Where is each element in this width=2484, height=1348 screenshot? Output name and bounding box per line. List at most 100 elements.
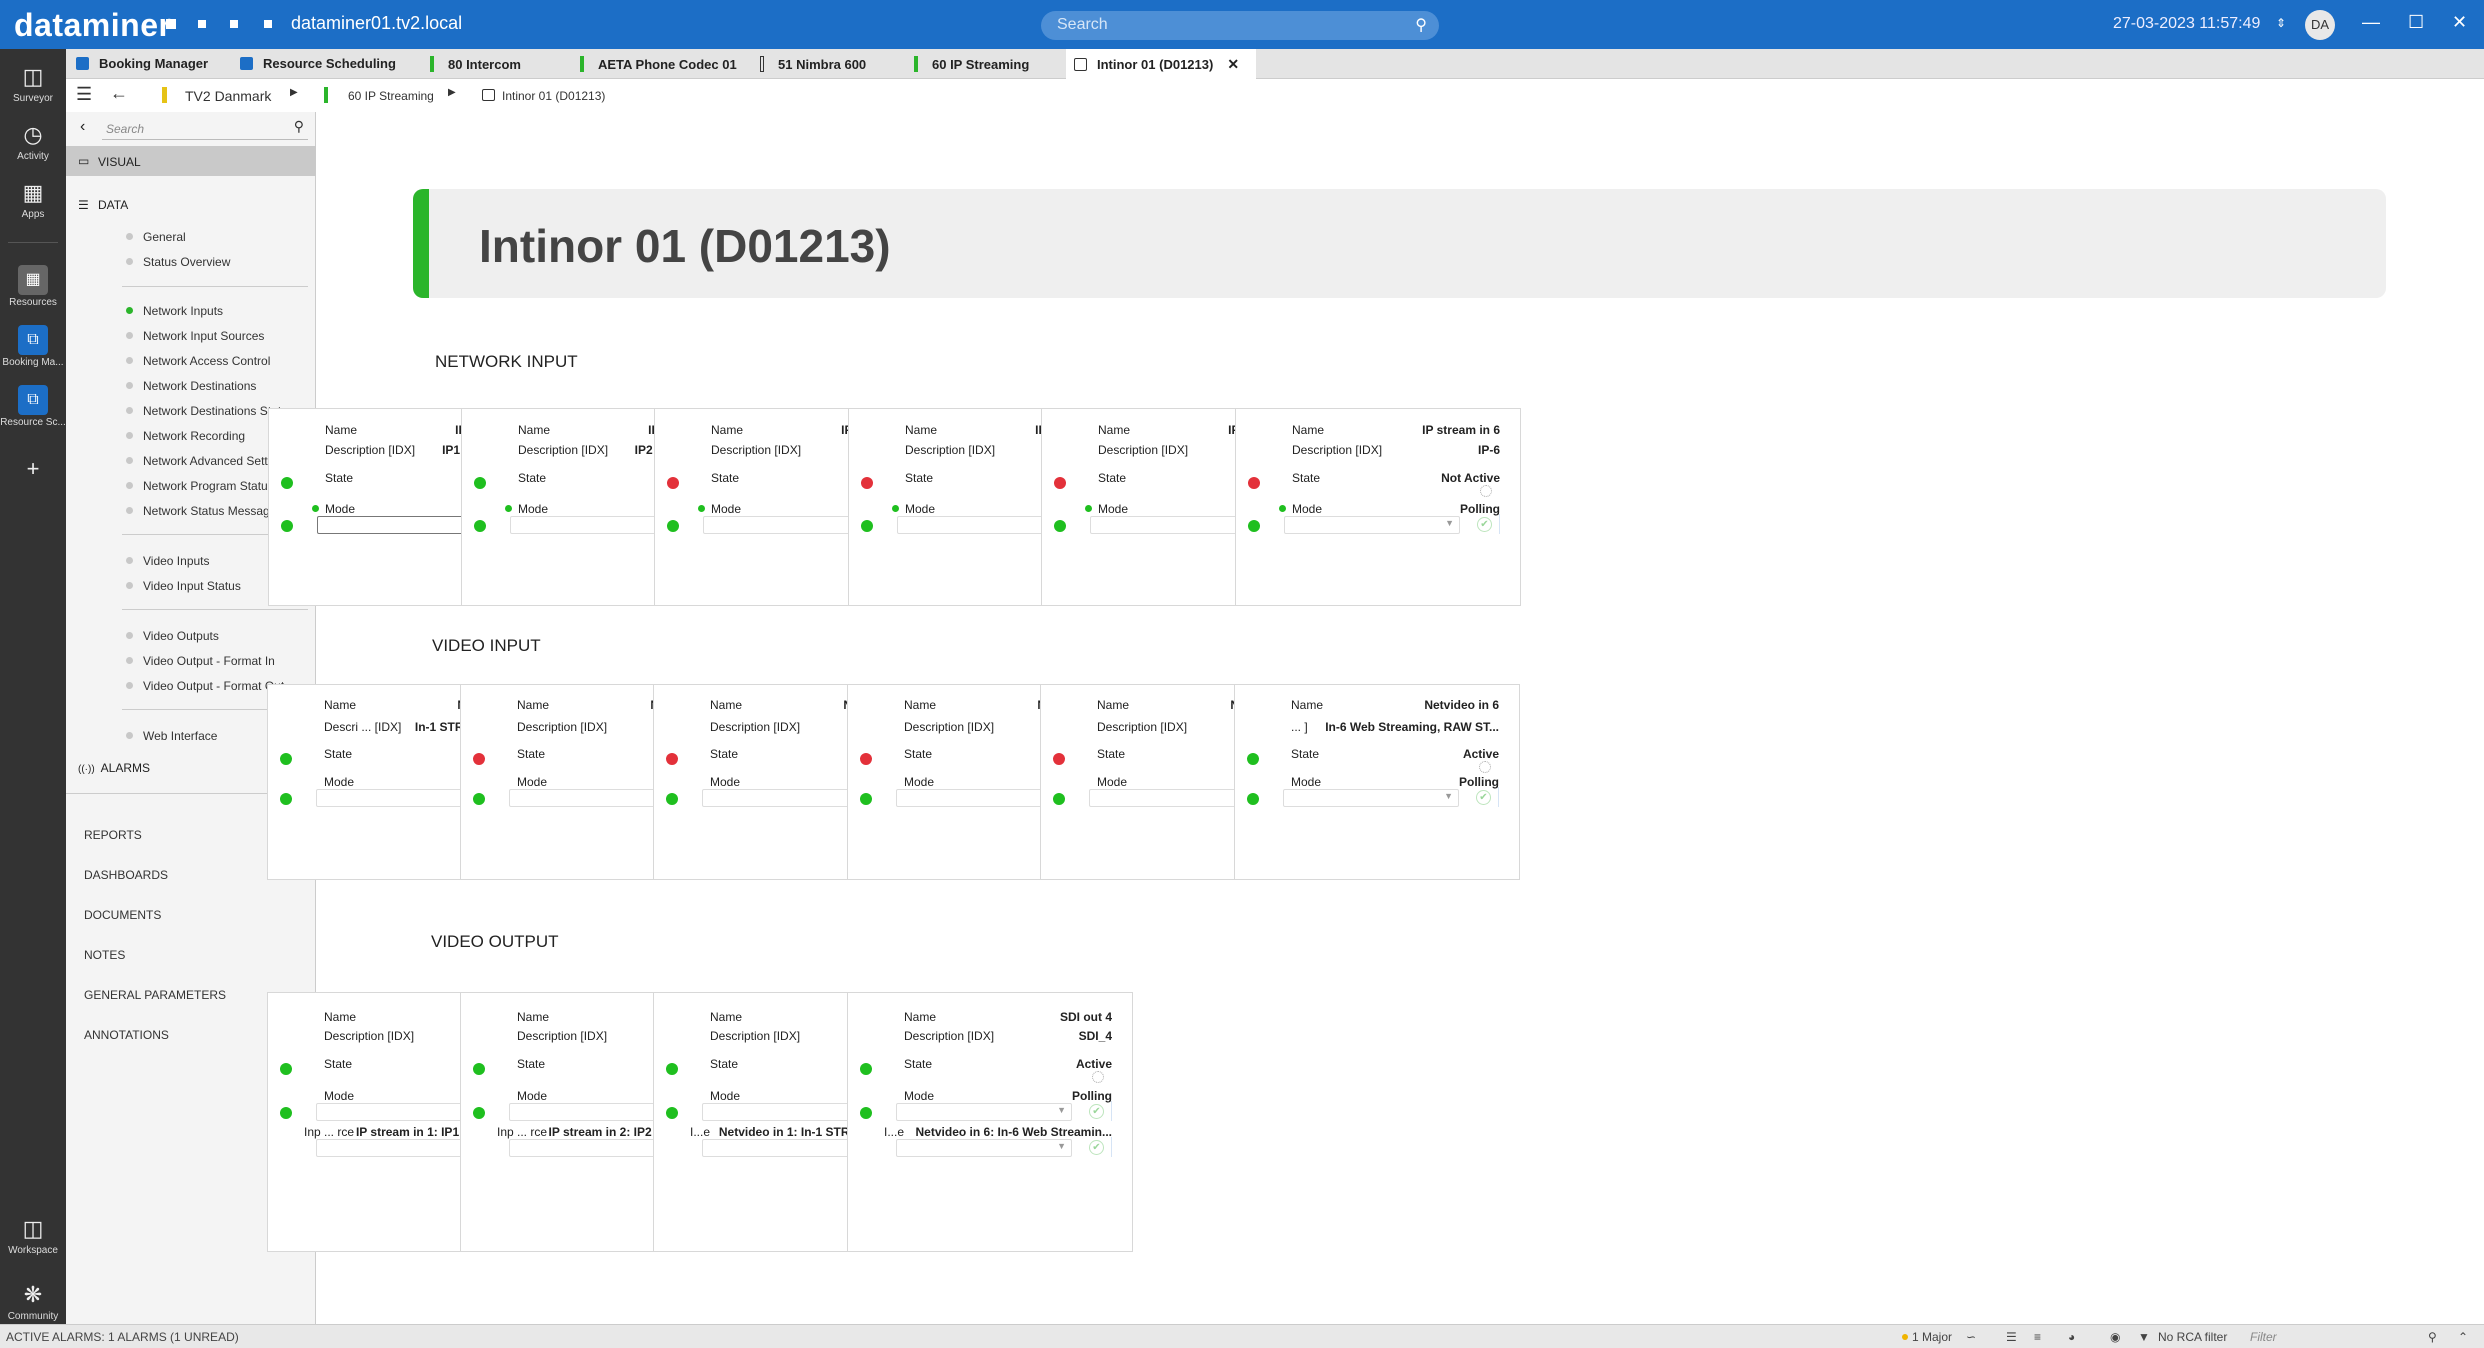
status-dot xyxy=(126,432,133,439)
clock-dropdown-icon[interactable]: ⇕ xyxy=(2276,16,2287,30)
nav-visual[interactable]: ▭ VISUAL xyxy=(66,146,316,176)
minimize-icon[interactable]: — xyxy=(2362,12,2380,32)
nav-notes[interactable]: NOTES xyxy=(84,948,125,962)
mode-indicator-dot xyxy=(666,793,678,805)
nav-item-status-overview[interactable]: Status Overview xyxy=(126,255,230,269)
global-search-input[interactable]: Search ⚲ xyxy=(1041,11,1439,40)
nav-item-network-input-sources[interactable]: Network Input Sources xyxy=(126,329,264,343)
nav-annotations[interactable]: ANNOTATIONS xyxy=(84,1028,169,1042)
rail-activity[interactable]: ◷ Activity xyxy=(0,121,66,162)
nav-documents[interactable]: DOCUMENTS xyxy=(84,908,161,922)
alarm-filter-input[interactable]: Filter xyxy=(2250,1330,2277,1344)
nav-item-video-input-status[interactable]: Video Input Status xyxy=(126,579,241,593)
back-arrow-icon[interactable]: ← xyxy=(110,83,128,103)
nav-item-network-recording[interactable]: Network Recording xyxy=(126,429,245,443)
rail-resource-scheduling[interactable]: ⧉ Resource Sc... xyxy=(0,385,66,428)
rail-resources[interactable]: ▦ Resources xyxy=(0,265,66,308)
nav-item-video-outputs[interactable]: Video Outputs xyxy=(126,629,219,643)
community-icon: ❋ xyxy=(23,1282,43,1307)
apply-check-icon[interactable]: ✔ xyxy=(1477,517,1492,532)
rail-community[interactable]: ❋ Community xyxy=(0,1281,66,1322)
sort-icon[interactable]: ≡ xyxy=(2034,1330,2042,1344)
nav-item-network-inputs[interactable]: Network Inputs xyxy=(126,304,223,318)
rail-add[interactable]: + xyxy=(0,455,66,485)
mode-dropdown[interactable]: ▼ xyxy=(896,1103,1072,1121)
user-avatar[interactable]: DA xyxy=(2305,10,2335,40)
name-label: Name xyxy=(517,1010,550,1024)
quick-access-icon[interactable] xyxy=(264,20,272,28)
search-icon[interactable]: ⚲ xyxy=(293,118,304,134)
major-alarm-count[interactable]: 1 Major xyxy=(1912,1330,1953,1344)
state-label: State xyxy=(710,1057,739,1071)
apply-check-icon[interactable]: ✔ xyxy=(1089,1140,1104,1155)
close-window-icon[interactable]: ✕ xyxy=(2452,12,2468,32)
maximize-icon[interactable]: ☐ xyxy=(2408,12,2425,32)
rail-apps[interactable]: ▦ Apps xyxy=(0,179,66,220)
apply-check-icon[interactable]: ✔ xyxy=(1476,790,1491,805)
description-label: Description [IDX] xyxy=(710,720,801,734)
list-icon[interactable]: ☰ xyxy=(2006,1330,2017,1344)
rca-filter-label[interactable]: No RCA filter xyxy=(2158,1330,2228,1344)
breadcrumb-root[interactable]: TV2 Danmark xyxy=(185,88,272,104)
quick-access-icon[interactable] xyxy=(166,19,176,29)
collapse-left-icon[interactable]: ‹ xyxy=(80,118,86,135)
quick-access-icon[interactable] xyxy=(198,20,206,28)
status-dot xyxy=(126,632,133,639)
rail-surveyor[interactable]: ◫ Surveyor xyxy=(0,63,66,104)
tab-51-nimbra[interactable]: 51 Nimbra 600 xyxy=(760,49,910,79)
mode-indicator-dot xyxy=(1053,793,1065,805)
nav-alarms[interactable]: ((·)) ALARMS xyxy=(66,761,150,775)
tab-60-ip-streaming[interactable]: 60 IP Streaming xyxy=(914,49,1124,79)
nav-item-video-output-format-out[interactable]: Video Output - Format Out xyxy=(126,679,284,693)
nav-reports[interactable]: REPORTS xyxy=(84,828,142,842)
rail-booking-manager[interactable]: ⧉ Booking Ma... xyxy=(0,325,66,368)
nav-general-parameters[interactable]: GENERAL PARAMETERS xyxy=(84,988,226,1002)
hamburger-menu-icon[interactable]: ☰ xyxy=(76,84,93,104)
tab-aeta-phone-codec[interactable]: AETA Phone Codec 01 xyxy=(580,49,758,79)
close-tab-icon[interactable]: ✕ xyxy=(1227,56,1240,72)
chevron-up-icon[interactable]: ⌃ xyxy=(2458,1330,2469,1344)
nav-item-network-status-messages[interactable]: Network Status Messages xyxy=(126,504,282,518)
status-dot xyxy=(126,682,133,689)
breadcrumb-parent[interactable]: 60 IP Streaming xyxy=(348,89,434,103)
camera-icon[interactable]: ◉ xyxy=(2110,1330,2121,1344)
nav-item-network-advanced-settings[interactable]: Network Advanced Settings xyxy=(126,454,290,468)
mode-dropdown[interactable]: ▼ xyxy=(1283,789,1459,807)
mode-indicator-dot xyxy=(1247,793,1259,805)
active-alarms-link[interactable]: ACTIVE ALARMS: 1 ALARMS (1 UNREAD) xyxy=(6,1330,239,1344)
nav-item-video-inputs[interactable]: Video Inputs xyxy=(126,554,210,568)
state-label: State xyxy=(518,471,547,485)
nav-item-network-destinations-status[interactable]: Network Destinations Status xyxy=(126,404,294,418)
nav-item-web-interface[interactable]: Web Interface xyxy=(126,729,217,743)
quick-access-icon[interactable] xyxy=(230,20,238,28)
element-status-icon xyxy=(430,56,434,72)
nav-item-network-destinations[interactable]: Network Destinations xyxy=(126,379,256,393)
nav-item-network-access-control[interactable]: Network Access Control xyxy=(126,354,270,368)
tab-booking-manager[interactable]: Booking Manager xyxy=(76,49,232,79)
nav-item-video-output-format-in[interactable]: Video Output - Format In xyxy=(126,654,275,668)
rail-workspace[interactable]: ◫ Workspace xyxy=(0,1215,66,1256)
nav-search-input[interactable]: Search ⚲ xyxy=(102,116,308,140)
search-icon[interactable]: ⚲ xyxy=(1415,17,1427,34)
input-source-dropdown[interactable]: ▼ xyxy=(896,1139,1072,1157)
input-caret xyxy=(1499,514,1500,534)
nav-data-label: DATA xyxy=(98,198,129,212)
nav-dashboards[interactable]: DASHBOARDS xyxy=(84,868,168,882)
nav-data[interactable]: ☰ DATA xyxy=(66,198,128,212)
nav-dashboards-label: DASHBOARDS xyxy=(84,868,169,882)
search-icon[interactable]: ⚲ xyxy=(2428,1330,2437,1344)
tab-intinor-01[interactable]: Intinor 01 (D01213) ✕ xyxy=(1066,49,1256,79)
nav-item-network-program-status[interactable]: Network Program Status xyxy=(126,479,274,493)
tab-80-intercom[interactable]: 80 Intercom xyxy=(430,49,570,79)
pie-icon[interactable]: ◕ xyxy=(2068,1330,2076,1344)
mode-dropdown[interactable]: ▼ xyxy=(1284,516,1460,534)
app-logo[interactable]: dataminer xyxy=(14,7,172,43)
filter-icon[interactable]: ▼ xyxy=(2138,1330,2150,1344)
mode-label: Mode xyxy=(1098,502,1129,516)
apply-check-icon[interactable]: ✔ xyxy=(1089,1104,1104,1119)
nav-visual-label: VISUAL xyxy=(98,155,141,169)
nav-item-general[interactable]: General xyxy=(126,230,186,244)
tab-resource-scheduling[interactable]: Resource Scheduling xyxy=(240,49,426,79)
chart-icon[interactable]: ∽ xyxy=(1966,1330,1977,1344)
